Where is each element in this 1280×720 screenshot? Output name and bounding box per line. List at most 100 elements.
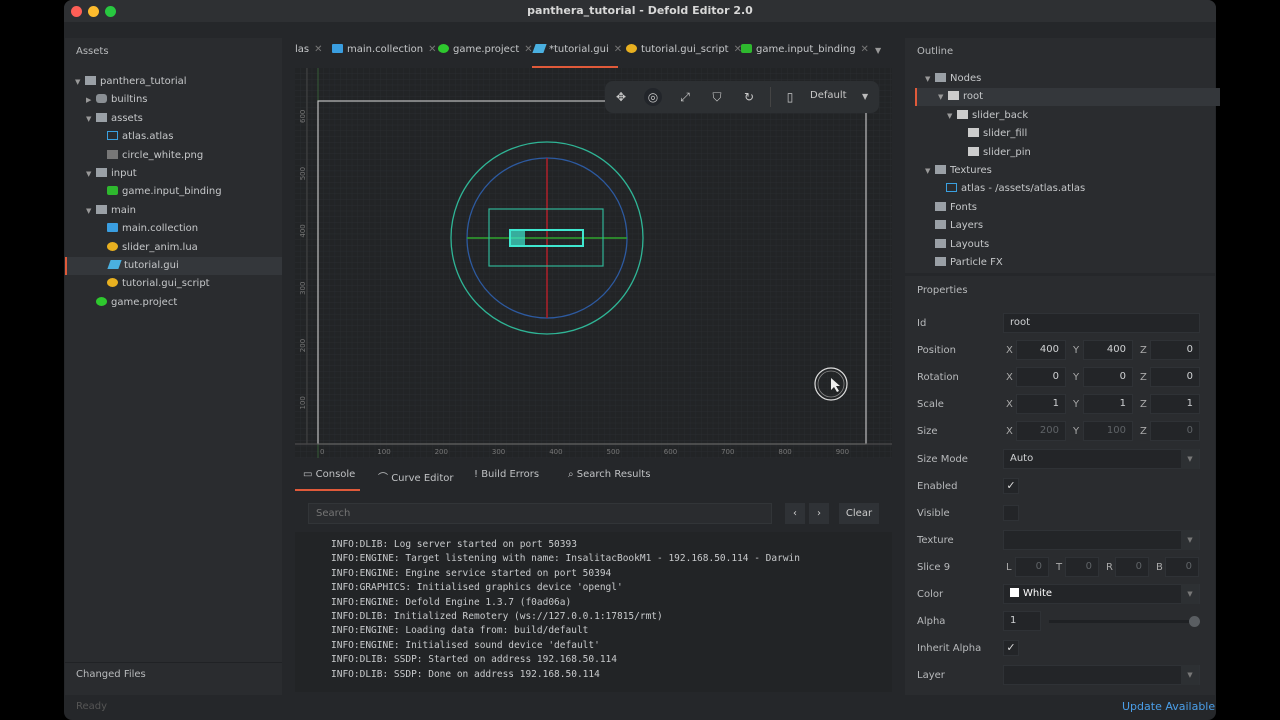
console-search-input[interactable] [308, 503, 772, 524]
layer-dropdown[interactable] [1003, 665, 1200, 686]
move-icon[interactable]: ✥ [615, 90, 627, 104]
chevron-down-icon[interactable]: ▼ [925, 75, 931, 83]
update-available-link[interactable]: Update Available [1122, 700, 1216, 713]
chevron-down-icon[interactable]: ▼ [947, 111, 953, 120]
scale-icon[interactable]: ⤢ [680, 90, 690, 104]
rotation-y-field[interactable]: 0 [1083, 367, 1133, 388]
close-icon[interactable]: ✕ [860, 44, 869, 55]
size-y-field[interactable]: 100 [1083, 421, 1133, 442]
minimize-window-button[interactable] [88, 6, 99, 17]
chevron-down-icon[interactable]: ▼ [1181, 529, 1199, 550]
assets-item[interactable]: tutorial.gui_script [65, 275, 282, 293]
rotate-icon[interactable]: ◎ [644, 88, 662, 106]
close-window-button[interactable] [71, 6, 82, 17]
tab-las[interactable]: las ✕ [295, 44, 323, 60]
chevron-down-icon[interactable]: ▼ [86, 170, 92, 178]
chevron-down-icon[interactable]: ▼ [1181, 448, 1199, 469]
close-icon[interactable]: ✕ [314, 44, 323, 55]
slice9-r-field[interactable]: 0 [1115, 556, 1149, 577]
scale-x-field[interactable]: 1 [1016, 394, 1066, 415]
scale-z-field[interactable]: 1 [1150, 394, 1200, 415]
chevron-down-icon[interactable]: ▼ [1181, 584, 1199, 604]
close-icon[interactable]: ✕ [428, 44, 437, 55]
outline-item[interactable]: slider_fill [915, 125, 1220, 143]
alpha-field[interactable]: 1 [1003, 611, 1041, 632]
color-dropdown[interactable]: White [1003, 584, 1200, 604]
tabs-overflow-dropdown[interactable]: ▼ [875, 46, 882, 55]
device-icon[interactable]: ▯ [786, 90, 794, 104]
clear-button[interactable]: Clear [839, 503, 879, 524]
tab-game-input-binding[interactable]: game.input_binding ✕ [741, 44, 869, 60]
slice9-t-field[interactable]: 0 [1065, 556, 1099, 577]
tab-main-collection[interactable]: main.collection ✕ [332, 44, 437, 60]
rotation-x-field[interactable]: 0 [1016, 367, 1066, 388]
assets-item[interactable]: atlas.atlas [65, 128, 282, 146]
outline-item[interactable]: ▼ Nodes [915, 70, 1220, 88]
outline-item[interactable]: Layouts [915, 236, 1220, 254]
inherit_alpha-checkbox[interactable]: ✓ [1003, 640, 1019, 657]
changed-files-title: Changed Files [76, 669, 146, 680]
slice9-b-field[interactable]: 0 [1165, 556, 1199, 577]
assets-item[interactable]: main.collection [65, 220, 282, 238]
assets-item[interactable]: ▼ input [65, 165, 282, 183]
outline-item[interactable]: ▼ Textures [915, 162, 1220, 180]
chevron-down-icon[interactable]: ▼ [938, 93, 944, 102]
outline-item[interactable]: Fonts [915, 199, 1220, 217]
outline-item[interactable]: Layers [915, 217, 1220, 235]
visibility-icon[interactable]: ⛉ [712, 90, 722, 104]
outline-item[interactable]: slider_pin [915, 144, 1220, 162]
chevron-down-icon[interactable]: ▼ [86, 206, 92, 215]
rotation-z-field[interactable]: 0 [1150, 367, 1200, 388]
tab--tutorial-gui[interactable]: *tutorial.gui ✕ [532, 44, 623, 60]
assets-item[interactable]: ▼ panthera_tutorial [65, 73, 282, 91]
tab-curve-editor[interactable]: ⌒ Curve Editor [378, 473, 454, 484]
visible-checkbox[interactable] [1003, 504, 1019, 521]
assets-item[interactable]: game.project [65, 294, 282, 312]
close-icon[interactable]: ✕ [733, 44, 742, 55]
scene-view[interactable]: 0 100 200 300 400 500 600 700 800 900 600 500 400 300… [295, 68, 892, 458]
close-icon[interactable]: ✕ [524, 44, 533, 55]
next-button[interactable]: › [809, 503, 829, 524]
assets-item[interactable]: ▼ assets [65, 110, 282, 128]
tab-build-errors[interactable]: ! Build Errors [474, 469, 540, 480]
position-y-field[interactable]: 400 [1083, 340, 1133, 361]
close-icon[interactable]: ✕ [613, 44, 623, 55]
position-z-field[interactable]: 0 [1150, 340, 1200, 361]
outline-item[interactable]: ▼ slider_back [915, 107, 1220, 125]
chevron-down-icon[interactable]: ▼ [1181, 665, 1199, 686]
assets-item[interactable]: ▼ main [65, 202, 282, 220]
previous-button[interactable]: ‹ [785, 503, 805, 524]
reset-camera-icon[interactable]: ↻ [743, 90, 755, 104]
chevron-down-icon[interactable]: ▼ [862, 92, 869, 101]
tab-game-project[interactable]: game.project ✕ [438, 44, 533, 60]
assets-item[interactable]: circle_white.png [65, 147, 282, 165]
tab-search-results[interactable]: ⌕ Search Results [568, 469, 651, 480]
assets-item[interactable]: slider_anim.lua [65, 239, 282, 257]
assets-item[interactable]: game.input_binding [65, 183, 282, 201]
outline-item[interactable]: atlas - /assets/atlas.atlas [915, 180, 1220, 198]
size-z-field[interactable]: 0 [1150, 421, 1200, 442]
size_mode-dropdown[interactable]: Auto [1003, 448, 1200, 469]
id-field[interactable]: root [1003, 313, 1200, 333]
scale-y-field[interactable]: 1 [1083, 394, 1133, 415]
chevron-down-icon[interactable]: ▼ [925, 167, 931, 175]
assets-item[interactable]: tutorial.gui [65, 257, 282, 275]
alpha-slider-track[interactable] [1049, 620, 1199, 624]
alpha-slider-thumb[interactable] [1189, 616, 1200, 628]
tab-tutorial-gui-script[interactable]: tutorial.gui_script ✕ [626, 44, 742, 60]
scene-canvas[interactable]: 0 100 200 300 400 500 600 700 800 900 600 500 400 300… [295, 68, 892, 458]
layout-dropdown[interactable]: Default [810, 90, 847, 101]
position-x-field[interactable]: 400 [1016, 340, 1066, 361]
assets-item[interactable]: ▶ builtins [65, 91, 282, 109]
zoom-window-button[interactable] [105, 6, 116, 17]
chevron-down-icon[interactable]: ▼ [86, 114, 92, 123]
texture-dropdown[interactable] [1003, 529, 1200, 550]
chevron-right-icon[interactable]: ▶ [86, 96, 92, 105]
enabled-checkbox[interactable]: ✓ [1003, 477, 1019, 494]
outline-item[interactable]: Particle FX [915, 254, 1220, 272]
size-x-field[interactable]: 200 [1016, 421, 1066, 442]
slice9-l-field[interactable]: 0 [1015, 556, 1049, 577]
chevron-down-icon[interactable]: ▼ [75, 78, 81, 86]
tab-console[interactable]: ▭ Console [303, 469, 356, 480]
outline-item[interactable]: ▼ root [915, 88, 1220, 107]
